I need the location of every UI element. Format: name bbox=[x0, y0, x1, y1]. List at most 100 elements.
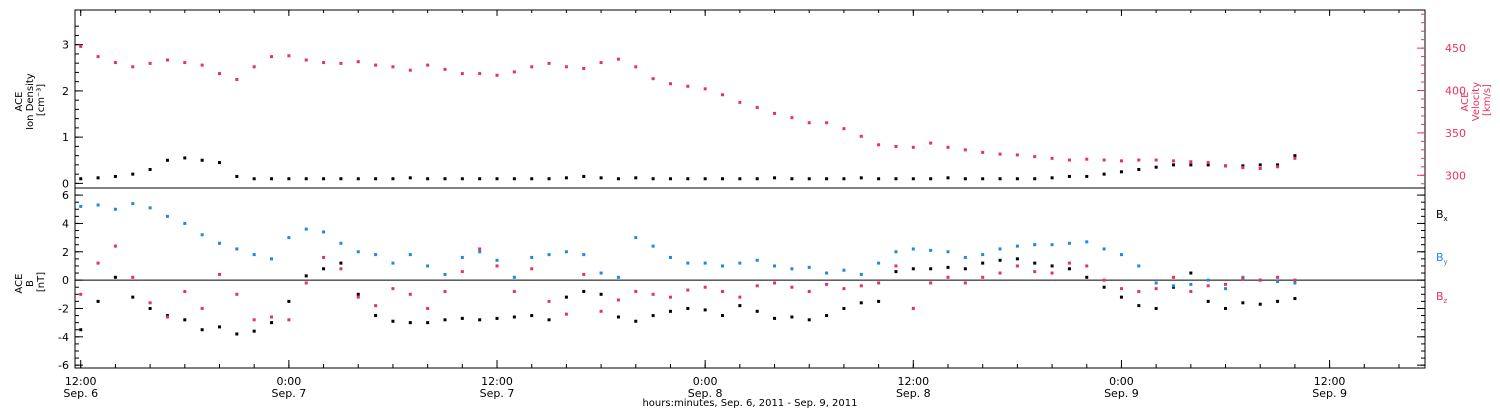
bx-point bbox=[356, 292, 360, 296]
density-point bbox=[894, 177, 898, 181]
bx-point bbox=[200, 328, 204, 332]
by-point bbox=[547, 253, 551, 257]
by-point bbox=[703, 261, 707, 265]
bx-point bbox=[963, 267, 967, 271]
time-tick-label: 12:00 bbox=[481, 375, 513, 388]
by-point bbox=[304, 227, 308, 231]
bottom-panel-ticks: -6 -4 -2 0 2 4 6 bbox=[58, 189, 1425, 372]
bx-point bbox=[512, 315, 516, 319]
density-point bbox=[1137, 168, 1141, 172]
density-point bbox=[911, 177, 915, 181]
bx-point bbox=[374, 314, 378, 318]
field-tick-label: 2 bbox=[62, 246, 69, 259]
density-point bbox=[1189, 163, 1193, 167]
velocity-point bbox=[287, 54, 291, 58]
bx-point bbox=[478, 318, 482, 322]
bz-point bbox=[929, 281, 933, 285]
by-point bbox=[443, 272, 447, 276]
bx-point bbox=[877, 299, 881, 303]
time-axis-title: hours:minutes, Sep. 6, 2011 - Sep. 9, 20… bbox=[642, 398, 857, 409]
bx-point bbox=[651, 314, 655, 318]
by-point bbox=[235, 247, 239, 251]
by-point bbox=[426, 264, 430, 268]
velocity-point bbox=[217, 72, 221, 76]
by-point bbox=[773, 264, 777, 268]
density-point bbox=[668, 177, 672, 181]
bz-point bbox=[599, 309, 603, 313]
by-point bbox=[165, 214, 169, 218]
time-tick-date: Sep. 9 bbox=[1104, 387, 1139, 400]
velocity-point bbox=[703, 87, 707, 91]
bz-point bbox=[755, 284, 759, 288]
density-axis-title-line2: Ion Density bbox=[25, 73, 36, 130]
density-tick-label: 2 bbox=[62, 85, 69, 98]
time-tick-date: Sep. 7 bbox=[272, 387, 307, 400]
by-point bbox=[1293, 281, 1297, 285]
bx-point bbox=[842, 306, 846, 310]
velocity-axis-title-line1: ACE bbox=[1460, 92, 1471, 112]
bx-point bbox=[113, 275, 117, 279]
by-point bbox=[408, 253, 412, 257]
bx-point bbox=[235, 332, 239, 336]
by-point bbox=[460, 255, 464, 259]
bx-point bbox=[582, 289, 586, 293]
bz-point bbox=[721, 289, 725, 293]
bx-point bbox=[1033, 261, 1037, 265]
field-tick-label: -2 bbox=[58, 302, 69, 315]
velocity-point bbox=[374, 63, 378, 67]
density-point bbox=[651, 177, 655, 181]
bx-point bbox=[668, 309, 672, 313]
by-point bbox=[564, 250, 568, 254]
bx-point bbox=[547, 318, 551, 322]
by-point bbox=[842, 268, 846, 272]
velocity-point bbox=[1085, 157, 1089, 161]
velocity-point bbox=[564, 65, 568, 69]
bx-point bbox=[790, 315, 794, 319]
time-tick-date: Sep. 8 bbox=[688, 387, 723, 400]
bz-point bbox=[1137, 289, 1141, 293]
density-point bbox=[408, 176, 412, 180]
velocity-point bbox=[1224, 164, 1228, 168]
bz-point bbox=[530, 267, 534, 271]
bx-point bbox=[911, 267, 915, 271]
velocity-point bbox=[738, 100, 742, 104]
bx-point bbox=[79, 328, 83, 332]
field-axis-title-line2: B bbox=[25, 280, 36, 287]
velocity-point bbox=[547, 61, 551, 65]
bz-point bbox=[148, 301, 152, 305]
density-point bbox=[374, 177, 378, 181]
velocity-point bbox=[322, 61, 326, 65]
by-point bbox=[287, 236, 291, 240]
by-point bbox=[217, 241, 221, 245]
bz-point bbox=[582, 272, 586, 276]
bx-point bbox=[148, 306, 152, 310]
bx-point bbox=[183, 318, 187, 322]
velocity-point bbox=[807, 121, 811, 125]
by-point bbox=[1085, 240, 1089, 244]
velocity-tick-label: 450 bbox=[1445, 42, 1466, 55]
bx-point bbox=[634, 319, 638, 323]
bz-point bbox=[252, 318, 256, 322]
density-point bbox=[1293, 154, 1297, 158]
density-point bbox=[478, 177, 482, 181]
velocity-point bbox=[1015, 153, 1019, 157]
bx-point bbox=[287, 299, 291, 303]
velocity-point bbox=[894, 144, 898, 148]
density-point bbox=[217, 161, 221, 165]
bz-point bbox=[165, 315, 169, 319]
density-point bbox=[512, 177, 516, 181]
density-point bbox=[686, 177, 690, 181]
legend-bx-sub: x bbox=[1444, 215, 1448, 223]
time-tick-label: 0:00 bbox=[277, 375, 302, 388]
bz-point bbox=[1189, 289, 1193, 293]
density-axis-title-line1: ACE bbox=[14, 92, 25, 112]
bz-point bbox=[877, 281, 881, 285]
bx-point bbox=[1258, 302, 1262, 306]
density-point bbox=[252, 177, 256, 181]
field-tick-label: 6 bbox=[62, 189, 69, 202]
by-point bbox=[616, 275, 620, 279]
density-point bbox=[790, 177, 794, 181]
by-point bbox=[1171, 284, 1175, 288]
density-point bbox=[131, 172, 135, 176]
